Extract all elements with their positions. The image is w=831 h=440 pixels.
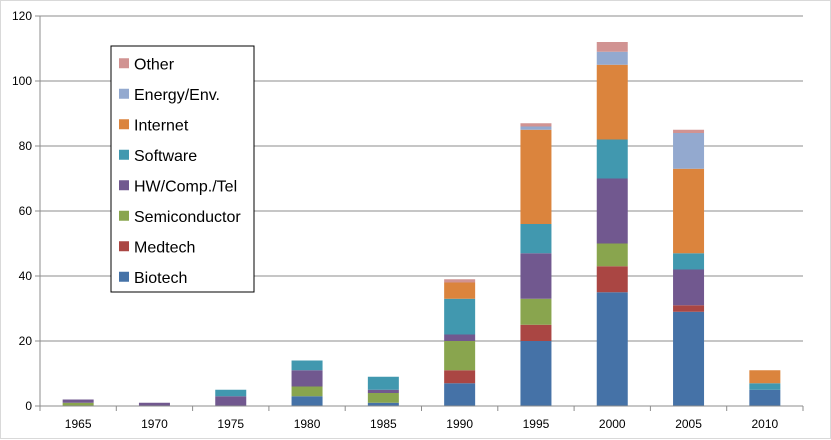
x-tick-label: 1980 (294, 417, 321, 431)
bar-segment-biotech-2010 (749, 389, 781, 406)
legend: Other Energy/Env. Internet Software HW/Comp.… (110, 45, 255, 293)
bar-segment-biotech-1995 (520, 341, 552, 406)
bar-segment-biotech-2000 (596, 292, 628, 406)
bar-segment-medtech-1990 (444, 370, 476, 384)
bar-segment-internet-2005 (673, 168, 705, 254)
legend-swatch (119, 88, 129, 99)
y-tick-label: 0 (25, 399, 32, 413)
y-tick-label: 20 (19, 334, 33, 348)
y-tick-label: 100 (12, 74, 32, 88)
bar-segment-semiconductor-1965 (62, 402, 94, 406)
bar-segment-semiconductor-1990 (444, 341, 476, 371)
bar-segment-software-2000 (596, 139, 628, 179)
bar-segment-hw-comp-tel-1965 (62, 399, 94, 403)
bar-segment-hw-comp-tel-1990 (444, 334, 476, 341)
bar-segment-internet-2010 (749, 370, 781, 384)
legend-swatch (119, 58, 129, 69)
bar-segment-biotech-1990 (444, 383, 476, 406)
legend-swatch (119, 271, 129, 282)
x-tick-label: 2005 (675, 417, 702, 431)
bar-segment-software-1995 (520, 224, 552, 254)
x-tick-label: 1995 (523, 417, 550, 431)
bar-segment-internet-2000 (596, 64, 628, 140)
bar-segment-energy-env--1995 (520, 126, 552, 130)
bar-segment-hw-comp-tel-1985 (367, 389, 399, 393)
bar-segment-software-1975 (215, 389, 247, 397)
bar-segment-medtech-1995 (520, 324, 552, 341)
x-tick-label: 1990 (446, 417, 473, 431)
legend-entry: Energy/Env. (134, 87, 220, 104)
y-tick-label: 40 (19, 269, 33, 283)
bar-segment-biotech-2005 (673, 311, 705, 406)
bar-segment-other-2005 (673, 129, 705, 133)
bar-segment-software-1990 (444, 298, 476, 335)
legend-box (110, 45, 255, 293)
legend-entry: Other (134, 56, 175, 73)
legend-swatch (119, 119, 129, 130)
bar-segment-software-1985 (367, 376, 399, 390)
bars (62, 42, 781, 406)
bar-segment-energy-env--2005 (673, 133, 705, 169)
bar-segment-hw-comp-tel-2000 (596, 178, 628, 244)
x-tick-label: 1975 (217, 417, 244, 431)
axes: 0 20 40 60 80 100 120 1965 1970 1975 1980 1985 1990 1… (12, 9, 804, 431)
bar-segment-software-1980 (291, 360, 323, 371)
bar-segment-hw-comp-tel-1995 (520, 253, 552, 299)
y-tick-label: 80 (19, 139, 33, 153)
bar-segment-other-1990 (444, 279, 476, 283)
legend-swatch (119, 241, 129, 252)
bar-segment-other-2000 (596, 42, 628, 52)
bar-segment-semiconductor-1995 (520, 298, 552, 325)
legend-swatch (119, 180, 129, 191)
legend-entry: Internet (134, 117, 189, 134)
bar-segment-biotech-1985 (367, 402, 399, 406)
legend-entry: HW/Comp./Tel (134, 178, 237, 195)
bar-segment-semiconductor-1985 (367, 393, 399, 403)
bar-segment-semiconductor-1980 (291, 386, 323, 397)
bar-segment-medtech-2000 (596, 266, 628, 293)
legend-swatch (119, 210, 129, 221)
bar-segment-software-2005 (673, 253, 705, 270)
bar-segment-software-2010 (749, 383, 781, 390)
y-tick-label: 120 (12, 9, 32, 23)
x-tick-label: 2010 (751, 417, 778, 431)
x-tick-label: 1985 (370, 417, 397, 431)
x-tick-label: 1965 (65, 417, 92, 431)
legend-swatch (119, 149, 129, 160)
bar-segment-internet-1995 (520, 129, 552, 224)
bar-segment-energy-env--2000 (596, 51, 628, 65)
bar-segment-hw-comp-tel-1975 (215, 396, 247, 406)
x-tick-label: 2000 (599, 417, 626, 431)
bar-segment-internet-1990 (444, 282, 476, 299)
bar-segment-medtech-2005 (673, 305, 705, 312)
y-tick-label: 60 (19, 204, 33, 218)
legend-entry: Biotech (134, 270, 187, 287)
bar-segment-hw-comp-tel-2005 (673, 269, 705, 306)
legend-entry: Software (134, 148, 197, 165)
bar-segment-other-1995 (520, 123, 552, 127)
legend-entry: Medtech (134, 239, 195, 256)
legend-entry: Semiconductor (134, 209, 241, 226)
x-tick-label: 1970 (141, 417, 168, 431)
bar-segment-biotech-1980 (291, 396, 323, 406)
bar-segment-hw-comp-tel-1970 (138, 402, 170, 406)
bar-segment-semiconductor-2000 (596, 243, 628, 267)
bar-segment-hw-comp-tel-1980 (291, 370, 323, 387)
